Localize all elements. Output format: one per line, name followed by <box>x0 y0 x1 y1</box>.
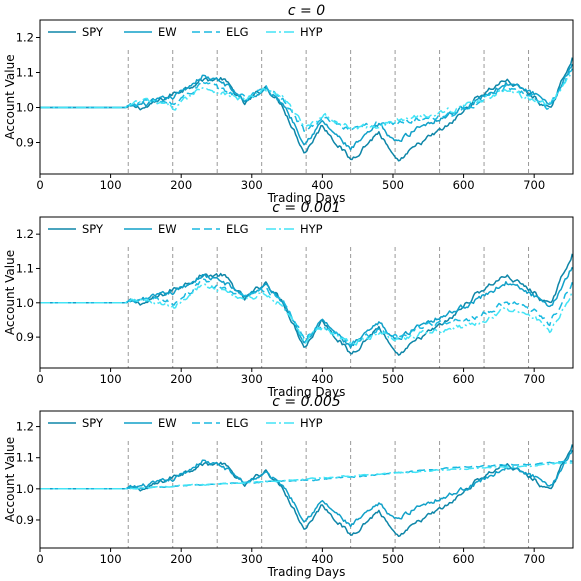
x-tick-label: 400 <box>311 372 333 386</box>
legend-label: SPY <box>82 25 104 39</box>
legend-item-hyp: HYP <box>266 416 323 430</box>
x-tick-label: 600 <box>453 178 475 192</box>
legend-label: HYP <box>300 25 323 39</box>
panel-title: c = 0 <box>288 3 325 19</box>
x-tick-label: 200 <box>170 178 192 192</box>
x-tick-label: 200 <box>170 372 192 386</box>
x-axis-title: Trading Days <box>267 191 346 205</box>
x-tick-label: 0 <box>36 552 43 566</box>
legend-label: EW <box>158 416 177 430</box>
x-tick-label: 0 <box>36 372 43 386</box>
plot-area <box>40 253 573 356</box>
chart-panel-3: c = 0.005 0 100 200 300 400 500 600 700 0.9 1.0 1.1… <box>3 394 574 579</box>
y-tick-label: 1.1 <box>16 261 34 275</box>
legend-label: EW <box>158 25 177 39</box>
x-tick-label: 100 <box>100 372 122 386</box>
legend-label: HYP <box>300 222 323 236</box>
x-tick-label: 400 <box>311 178 333 192</box>
legend-label: SPY <box>82 222 104 236</box>
y-tick-label: 1.1 <box>16 66 34 80</box>
legend-label: SPY <box>82 416 104 430</box>
y-tick-label: 1.1 <box>16 451 34 465</box>
y-tick-label: 0.9 <box>16 330 34 344</box>
legend-item-hyp: HYP <box>266 25 323 39</box>
y-tick-label: 1.2 <box>16 31 34 45</box>
x-tick-label: 100 <box>100 552 122 566</box>
y-tick-label: 0.9 <box>16 136 34 150</box>
legend-label: HYP <box>300 416 323 430</box>
x-tick-label: 300 <box>241 552 263 566</box>
legend-item-hyp: HYP <box>266 222 323 236</box>
x-tick-label: 400 <box>311 552 333 566</box>
series-line-ew <box>40 266 573 349</box>
legend-label: EW <box>158 222 177 236</box>
x-tick-label: 500 <box>382 372 404 386</box>
series-line-hyp <box>40 74 573 130</box>
legend-item-spy: SPY <box>48 416 104 430</box>
x-tick-label: 500 <box>382 178 404 192</box>
x-tick-label: 600 <box>453 372 475 386</box>
x-tick-label: 300 <box>241 178 263 192</box>
y-tick-label: 1.2 <box>16 227 34 241</box>
panel-title: c = 0.005 <box>272 394 341 410</box>
legend-label: ELG <box>226 25 249 39</box>
x-tick-label: 700 <box>523 178 545 192</box>
y-axis-title: Account Value <box>3 54 17 139</box>
x-tick-label: 500 <box>382 552 404 566</box>
series-line-hyp <box>40 283 573 346</box>
x-tick-label: 300 <box>241 372 263 386</box>
axes-frame <box>39 19 574 175</box>
legend-item-spy: SPY <box>48 222 104 236</box>
x-tick-label: 700 <box>523 552 545 566</box>
y-axis-title: Account Value <box>3 437 17 522</box>
legend-item-elg: ELG <box>192 222 249 236</box>
legend-item-elg: ELG <box>192 416 249 430</box>
axes-frame <box>39 216 574 369</box>
y-axis-title: Account Value <box>3 250 17 335</box>
x-tick-label: 200 <box>170 552 192 566</box>
legend-item-elg: ELG <box>192 25 249 39</box>
x-tick-label: 600 <box>453 552 475 566</box>
legend-item-ew: EW <box>124 25 177 39</box>
y-tick-label: 1.2 <box>16 420 34 434</box>
x-axis-title: Trading Days <box>267 385 346 399</box>
legend-label: ELG <box>226 222 249 236</box>
series-line-elg <box>40 459 573 490</box>
legend-item-spy: SPY <box>48 25 104 39</box>
panel-title: c = 0.001 <box>272 200 340 216</box>
plot-area <box>40 57 573 162</box>
series-line-ew <box>40 449 573 528</box>
plot-area <box>40 444 573 538</box>
y-tick-label: 1.0 <box>16 296 34 310</box>
axes-frame <box>39 410 574 549</box>
x-tick-label: 700 <box>523 372 545 386</box>
x-axis-title: Trading Days <box>267 565 346 579</box>
chart-panel-1: c = 0 0 100 200 300 400 500 600 700 0.9 1.0 1.1 1.2 T… <box>3 3 574 205</box>
series-line-hyp <box>40 462 573 490</box>
y-tick-label: 0.9 <box>16 513 34 527</box>
y-tick-label: 1.0 <box>16 482 34 496</box>
x-tick-label: 100 <box>100 178 122 192</box>
series-line-elg <box>40 278 573 347</box>
x-tick-label: 0 <box>36 178 43 192</box>
chart-panel-2: c = 0.001 0 100 200 300 400 500 600 700 0.9 1.0 1.1… <box>3 200 574 399</box>
y-tick-label: 1.0 <box>16 101 34 115</box>
legend-label: ELG <box>226 416 249 430</box>
legend-item-ew: EW <box>124 416 177 430</box>
legend-item-ew: EW <box>124 222 177 236</box>
